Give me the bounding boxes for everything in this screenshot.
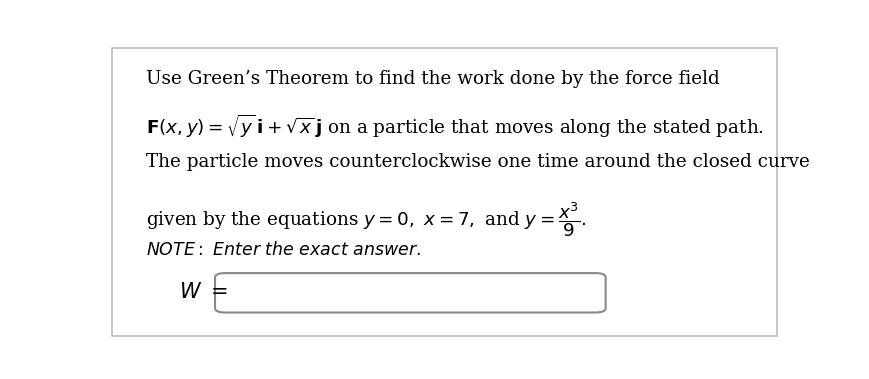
Text: $W\ =$: $W\ =$ [179, 282, 229, 302]
Text: Use Green’s Theorem to find the work done by the force field: Use Green’s Theorem to find the work don… [146, 70, 720, 88]
FancyBboxPatch shape [112, 47, 778, 336]
FancyBboxPatch shape [215, 273, 606, 313]
Text: The particle moves counterclockwise one time around the closed curve: The particle moves counterclockwise one … [146, 153, 810, 171]
Text: given by the equations $y = 0,\ x = 7,$ and $y = \dfrac{x^3}{9}.$: given by the equations $y = 0,\ x = 7,$ … [146, 200, 587, 239]
Text: $\mathit{NOTE{:}\ Enter\ the\ exact\ answer.}$: $\mathit{NOTE{:}\ Enter\ the\ exact\ ans… [146, 241, 421, 259]
Text: $\mathbf{F}(x, y) = \sqrt{y}\,\mathbf{i} + \sqrt{x}\,\mathbf{j}$ on a particle t: $\mathbf{F}(x, y) = \sqrt{y}\,\mathbf{i}… [146, 113, 764, 140]
